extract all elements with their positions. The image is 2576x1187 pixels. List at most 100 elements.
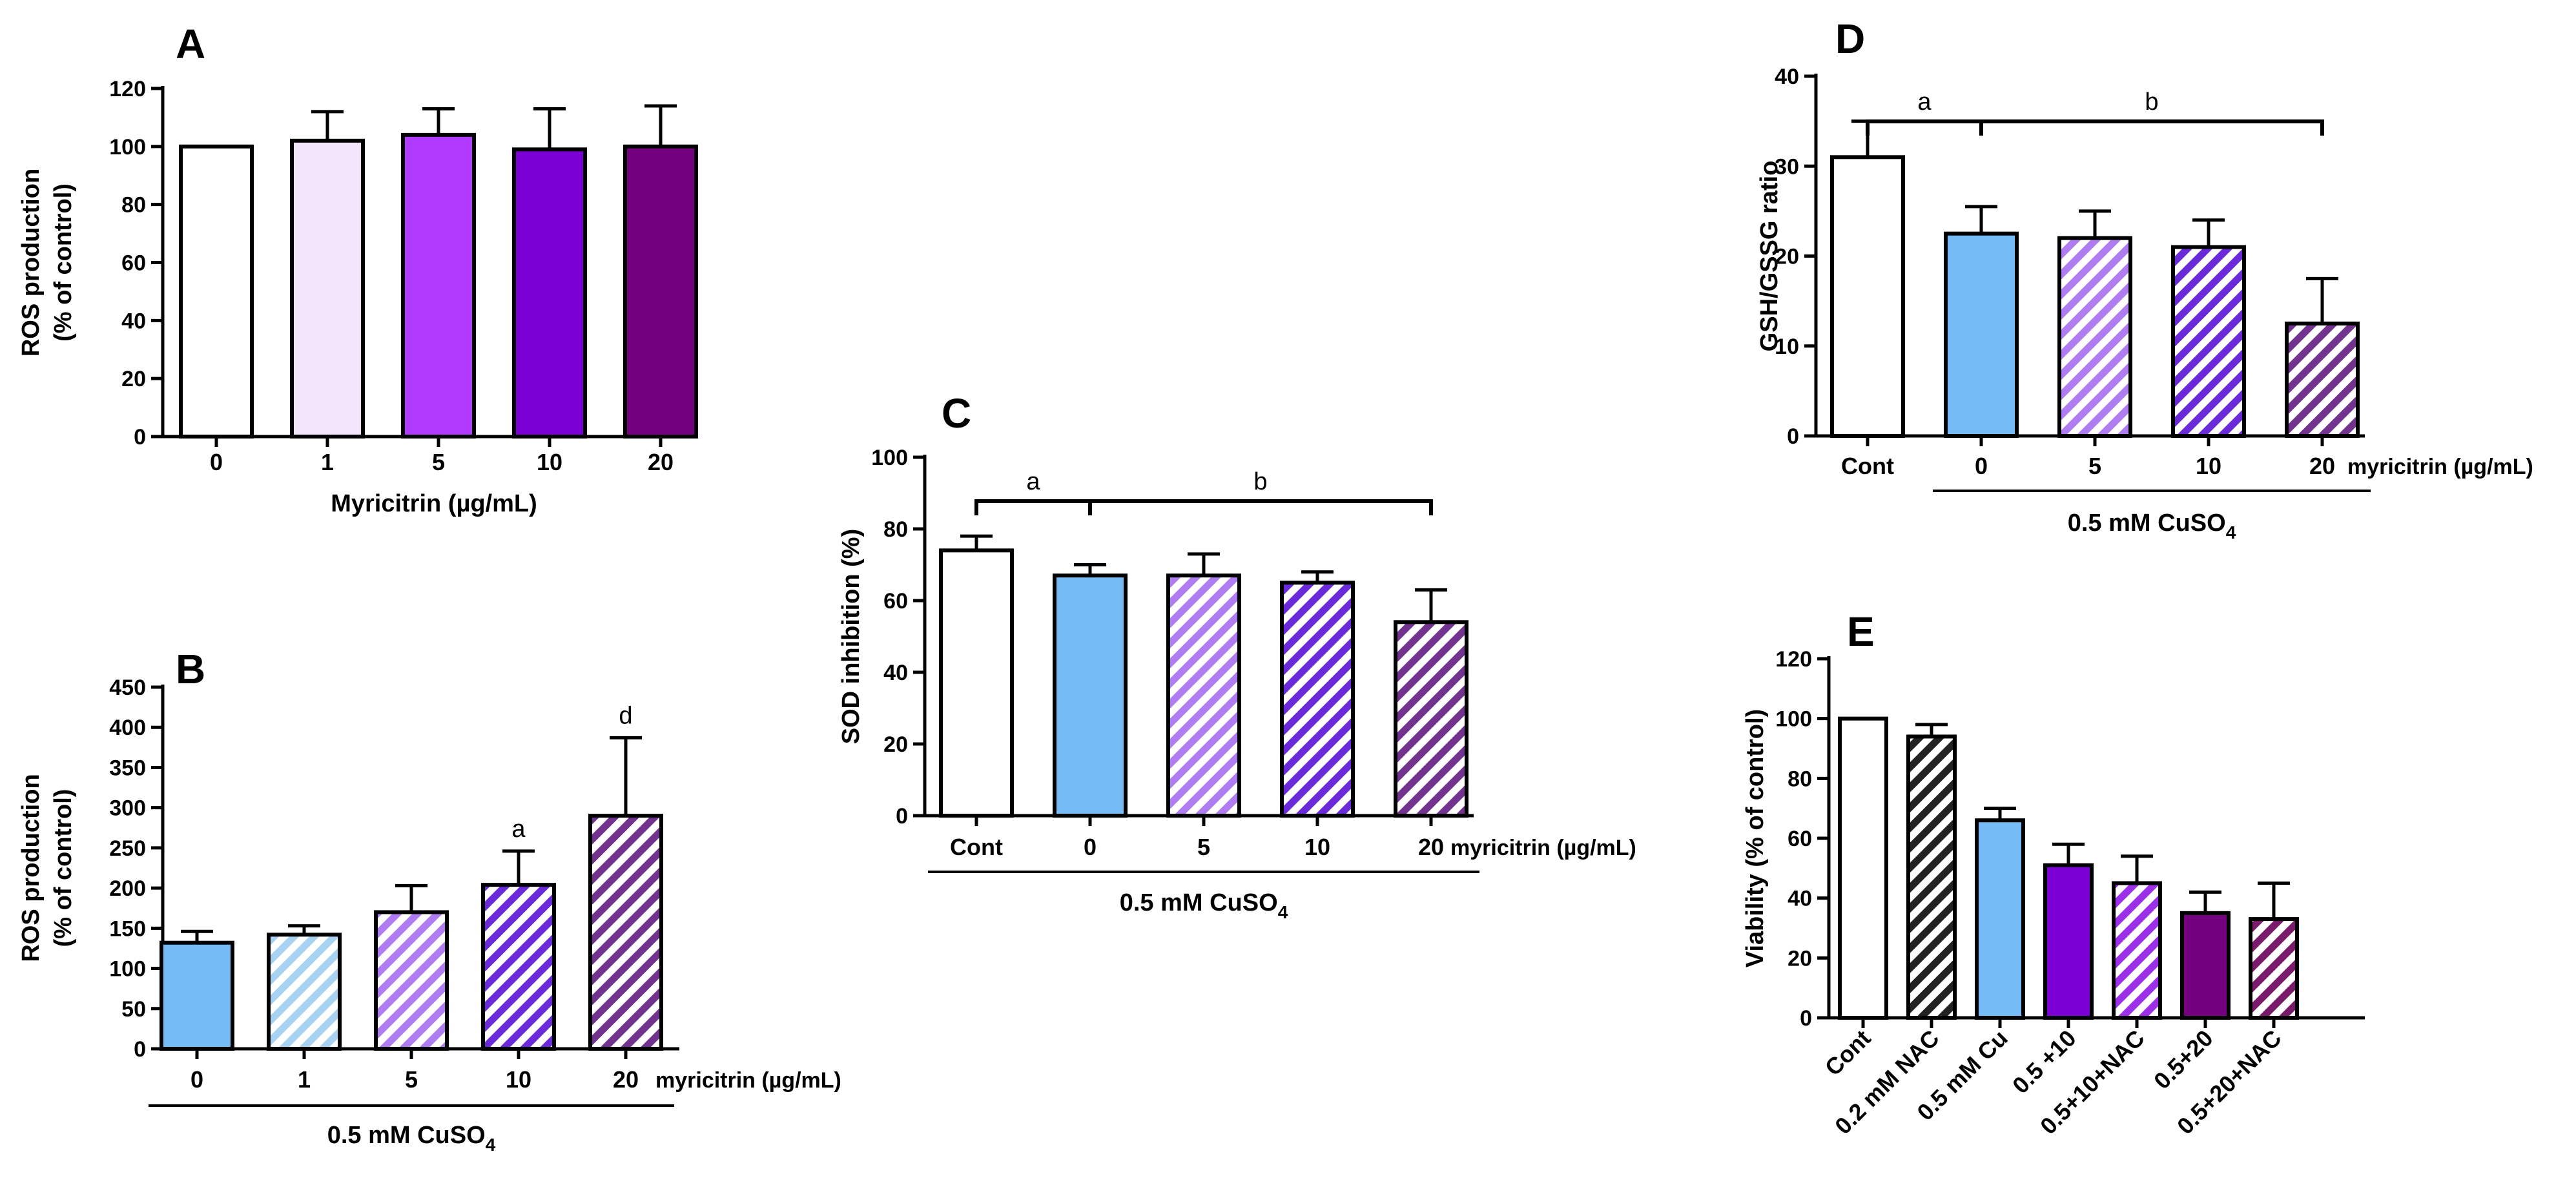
y-tick-label: 100 [871,446,908,470]
y-tick-label: 40 [121,309,146,333]
group-label: 0.5 mM CuSO4 [327,1122,496,1155]
x-tick-label: 10 [2196,453,2221,479]
y-tick-label: 30 [1775,154,1799,179]
x-tick-label: 20 [648,449,674,475]
y-tick-label: 150 [109,916,146,941]
y-tick-label: 40 [883,661,908,685]
bar-d-4 [2285,321,2360,438]
panel-c-chart: C 0 20 40 60 80 100 SOD inhibition (%) Cont 0 5 10 2… [838,390,1636,922]
y-tick-label: 250 [109,836,146,861]
bar-c-2 [1166,573,1241,818]
y-tick-label: 0 [1800,1006,1812,1031]
x-tick-label: 20 [613,1066,639,1093]
y-tick-label: 100 [109,135,146,160]
bar-a-1 [290,138,365,439]
bar-e-4 [2112,881,2162,1020]
bar-c-1 [1053,573,1128,818]
x-tick-label: 10 [506,1066,531,1093]
x-tick-label: 0 [210,449,223,475]
significance-bracket [974,499,1092,515]
y-tick-label: 0 [896,804,908,829]
bar-b-0 [160,940,234,1051]
y-axis-title: (% of control) [50,789,77,947]
bar-d-3 [2171,245,2246,438]
y-axis-title: (% of control) [50,183,77,342]
x-tick-label: 1 [321,449,334,475]
panel-label-e: E [1847,608,1875,655]
group-label-text: 0.5 mM CuSO [1120,889,1278,916]
bracket-label: b [1253,468,1267,495]
panel-e-chart: E 0 20 40 60 80 100 120 Viability (% of control)… [1742,608,2365,1139]
bar-e-1 [1906,734,1957,1020]
x-tick-label: 5 [405,1066,418,1093]
group-label-subscript: 4 [1278,902,1288,922]
y-tick-label: 40 [1788,887,1812,911]
y-tick-label: 0 [134,425,146,449]
bar-e-3 [2043,863,2094,1020]
x-tick-label: 5 [1197,834,1210,860]
y-tick-label: 0 [1787,424,1799,449]
bracket-label: a [1917,88,1932,116]
x-tick-label: 20 [2309,453,2335,479]
axis-end-label: myricitrin (µg/mL) [2347,455,2533,479]
x-tick-label: 10 [1304,834,1330,860]
bar-b-3 [481,883,556,1051]
y-axis-title: SOD inhibition (%) [838,529,865,745]
bracket-label: b [2145,88,2158,116]
bar-c-4 [1394,620,1468,818]
y-tick-label: 50 [121,997,146,1022]
x-tick-label: 5 [432,449,445,475]
significance-bracket [1866,119,1983,136]
y-axis-title: Viability (% of control) [1742,709,1769,967]
group-label-text: 0.5 mM CuSO [327,1122,486,1149]
bar-e-5 [2180,911,2231,1020]
x-tick-label: Cont [1841,453,1894,479]
y-tick-label: 60 [883,589,908,614]
bar-b-2 [374,910,449,1051]
bar-c-3 [1280,581,1355,818]
y-tick-label: 20 [121,367,146,391]
x-axis-title: Myricitrin (µg/mL) [331,490,537,517]
panel-label-a: A [176,21,205,67]
bar-c-0 [939,548,1014,818]
significance-letter: a [511,816,526,843]
x-tick-label: Cont [1820,1025,1876,1081]
y-tick-label: 10 [1775,335,1799,359]
y-tick-label: 100 [1775,707,1812,732]
y-tick-label: 80 [1788,767,1812,791]
x-tick-label: 0 [1975,453,1988,479]
axis-end-label: myricitrin (µg/mL) [1450,836,1636,860]
bar-e-0 [1838,716,1888,1020]
y-tick-label: 20 [883,732,908,757]
bar-a-2 [401,132,476,439]
bar-e-2 [1975,818,2025,1020]
y-tick-label: 60 [121,251,146,276]
y-tick-label: 40 [1775,65,1799,89]
x-tick-label: 1 [298,1066,311,1093]
y-tick-label: 20 [1788,946,1812,971]
y-tick-label: 120 [1775,647,1812,672]
axis-end-label: myricitrin (µg/mL) [655,1068,841,1093]
x-tick-label: 10 [537,449,562,475]
panel-d-chart: D 0 10 20 30 40 GSH/GSSG ratio Cont 0 5 10 20 myrici… [1756,15,2533,542]
y-tick-label: 100 [109,957,146,982]
panel-label-b: B [176,646,205,692]
y-tick-label: 450 [109,676,146,700]
y-tick-label: 80 [121,193,146,218]
bar-d-1 [1944,231,2019,438]
y-axis-title: ROS production [17,774,45,962]
panel-label-c: C [942,390,971,437]
y-axis-title: GSH/GSSG ratio [1756,161,1783,352]
group-label-subscript: 4 [2226,522,2236,542]
bar-b-1 [267,933,342,1051]
bar-a-4 [623,144,698,439]
x-tick-label: 20 [1418,834,1444,860]
x-tick-label: Cont [950,834,1003,860]
y-tick-label: 60 [1788,827,1812,851]
bar-a-3 [512,147,587,439]
y-tick-label: 80 [883,517,908,542]
bar-d-2 [2057,236,2132,438]
